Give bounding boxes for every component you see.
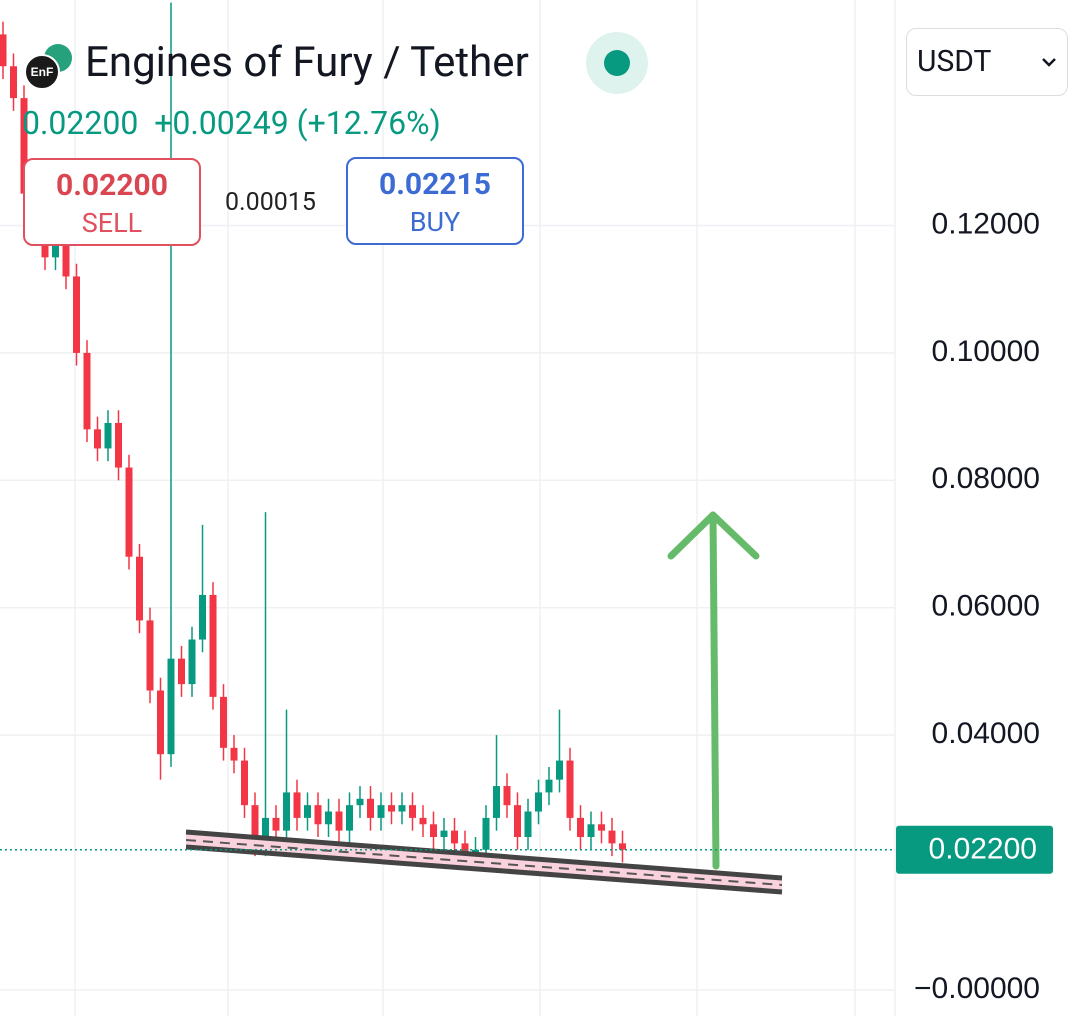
buy-label: BUY	[409, 206, 461, 238]
candle-body	[377, 805, 385, 818]
price-line: 0.02200 +0.00249 (+12.76%)	[22, 104, 441, 142]
candle-body	[20, 98, 28, 194]
channel-mid	[185, 839, 783, 886]
price-tag-label: 0.02200	[929, 833, 1037, 866]
channel-bottom	[185, 844, 783, 895]
candle-body	[62, 244, 70, 277]
candle-body	[10, 66, 17, 99]
status-dot	[604, 50, 630, 76]
market-status	[586, 32, 648, 94]
candle-body	[178, 658, 185, 685]
support-channel	[185, 829, 783, 895]
sell-label: SELL	[81, 207, 143, 239]
candle-body	[314, 805, 322, 825]
candle-body	[293, 792, 301, 818]
pair-title: Engines of Fury / Tether	[85, 38, 529, 87]
buy-button[interactable]: 0.02215 BUY	[346, 157, 524, 245]
candle-body	[398, 805, 406, 812]
y-tick-label: 0.06000	[932, 590, 1040, 623]
currency-dropdown[interactable]: USDT	[906, 28, 1068, 96]
candle-body	[125, 467, 133, 557]
candle-body	[566, 760, 574, 818]
candle-body	[535, 792, 542, 812]
y-tick-label: 0.10000	[932, 335, 1040, 368]
candle-body	[419, 817, 427, 825]
candle-body	[619, 843, 626, 850]
channel-top	[185, 829, 783, 881]
candle-body	[346, 805, 353, 831]
candle-body	[482, 817, 490, 850]
price-tag-box	[896, 825, 1053, 874]
candle-body	[598, 824, 605, 831]
candle-body	[157, 690, 164, 755]
candle-body	[115, 422, 122, 468]
candle-body	[587, 824, 595, 838]
candle-body	[146, 620, 154, 691]
arrow-head	[667, 511, 760, 560]
candle-body	[503, 786, 511, 806]
candle-body	[104, 422, 112, 449]
candle-body	[356, 798, 364, 806]
candle-body	[0, 34, 7, 67]
candle-body	[325, 811, 332, 825]
up-arrow	[667, 511, 760, 870]
candle-body	[493, 786, 500, 818]
candle-body	[83, 352, 91, 430]
candle-body	[451, 830, 458, 844]
candle-body	[409, 805, 416, 818]
candle-body	[167, 658, 175, 755]
y-tick-label: 0.04000	[932, 717, 1040, 750]
last-price: 0.02200	[22, 104, 139, 142]
chevron	[1042, 58, 1056, 67]
candle-body	[335, 811, 343, 831]
candle-body	[430, 824, 437, 838]
candle-body	[388, 805, 395, 812]
candle-body	[608, 830, 616, 844]
candle-body	[136, 556, 143, 621]
spread: 0.00015	[225, 188, 316, 217]
currency: USDT	[917, 44, 992, 79]
enf-icon	[24, 54, 60, 90]
candle-body	[440, 830, 448, 838]
chevron-line	[1042, 58, 1056, 67]
candle-body	[283, 792, 290, 831]
y-tick-label: 0.08000	[932, 462, 1040, 495]
candle-body	[241, 760, 248, 806]
candle-body	[262, 817, 269, 844]
candle-body	[230, 747, 238, 761]
candle-body	[52, 244, 59, 258]
coin-logo: EnF	[24, 44, 72, 90]
candle-body	[545, 779, 553, 793]
candle-body	[209, 594, 217, 697]
price-change: +0.00249 (+12.76%)	[154, 104, 441, 142]
candle-body	[199, 594, 206, 640]
sell-price: 0.02200	[56, 168, 168, 203]
candle-body	[367, 798, 374, 818]
candle-body	[304, 805, 311, 818]
candle-body	[272, 817, 280, 831]
candle-body	[577, 817, 584, 838]
candle-body	[220, 696, 227, 748]
sell-button[interactable]: 0.02200 SELL	[23, 158, 201, 246]
candle-body	[188, 639, 196, 685]
buy-price: 0.02215	[379, 167, 491, 202]
y-tick-label: −0.00000	[914, 972, 1040, 1005]
candle-body	[524, 811, 532, 838]
arrow-shaft	[709, 511, 720, 870]
y-tick-label: 0.12000	[932, 207, 1040, 240]
candle-body	[514, 805, 521, 838]
enf-icon-text: EnF	[31, 65, 54, 79]
candle-body	[94, 429, 101, 449]
candle-body	[73, 276, 80, 353]
candle-body	[251, 805, 259, 844]
candle-body	[556, 760, 563, 780]
